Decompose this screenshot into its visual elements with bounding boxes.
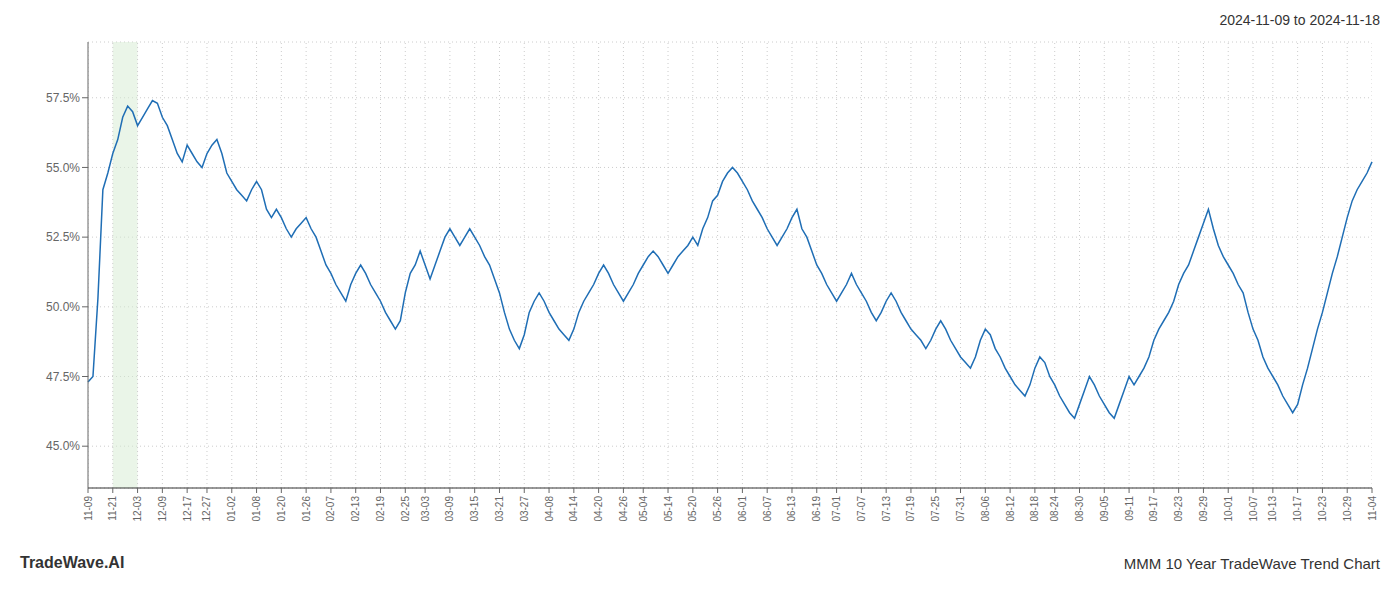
svg-text:04-14: 04-14	[568, 496, 579, 522]
svg-text:07-07: 07-07	[856, 496, 867, 522]
svg-text:01-02: 01-02	[226, 496, 237, 522]
svg-text:07-13: 07-13	[881, 496, 892, 522]
html-text:TradeWave.AI: TradeWave.AI	[20, 554, 125, 571]
svg-text:11-04: 11-04	[1367, 496, 1378, 521]
html-text:2024-11-09 to 2024-11-18: 2024-11-09 to 2024-11-18	[1219, 12, 1380, 28]
svg-text:12-27: 12-27	[201, 496, 212, 522]
svg-text:01-26: 01-26	[301, 496, 312, 522]
svg-text:47.5%: 47.5%	[46, 370, 80, 384]
svg-text:02-07: 02-07	[325, 496, 336, 522]
svg-text:04-20: 04-20	[593, 496, 604, 522]
svg-text:03-09: 03-09	[444, 496, 455, 522]
svg-text:10-01: 10-01	[1223, 496, 1234, 522]
svg-text:10-17: 10-17	[1292, 496, 1303, 522]
svg-text:45.0%: 45.0%	[46, 439, 80, 453]
svg-text:10-13: 10-13	[1267, 496, 1278, 522]
svg-text:03-15: 03-15	[469, 496, 480, 522]
svg-text:12-03: 12-03	[132, 496, 143, 522]
svg-text:05-26: 05-26	[712, 496, 723, 522]
svg-text:05-14: 05-14	[663, 496, 674, 522]
svg-text:09-17: 09-17	[1148, 496, 1159, 522]
svg-text:03-27: 03-27	[519, 496, 530, 522]
svg-text:08-30: 08-30	[1074, 496, 1085, 522]
svg-text:06-13: 06-13	[786, 496, 797, 522]
svg-text:07-25: 07-25	[930, 496, 941, 522]
svg-text:01-20: 01-20	[276, 496, 287, 522]
svg-text:11-09: 11-09	[83, 496, 94, 521]
svg-text:10-29: 10-29	[1342, 496, 1353, 522]
svg-text:09-05: 09-05	[1099, 496, 1110, 522]
svg-text:12-09: 12-09	[157, 496, 168, 522]
svg-text:03-21: 03-21	[494, 496, 505, 522]
svg-text:08-18: 08-18	[1029, 496, 1040, 522]
svg-text:06-07: 06-07	[762, 496, 773, 522]
svg-text:06-19: 06-19	[811, 496, 822, 522]
svg-text:09-11: 09-11	[1124, 496, 1135, 521]
svg-text:07-19: 07-19	[905, 496, 916, 522]
svg-text:10-07: 10-07	[1248, 496, 1259, 522]
svg-text:55.0%: 55.0%	[46, 161, 80, 175]
svg-text:04-26: 04-26	[618, 496, 629, 522]
svg-text:57.5%: 57.5%	[46, 91, 80, 105]
svg-text:08-06: 08-06	[980, 496, 991, 522]
svg-text:05-20: 05-20	[687, 496, 698, 522]
svg-text:11-21: 11-21	[107, 496, 118, 521]
svg-text:07-01: 07-01	[831, 496, 842, 522]
svg-text:04-08: 04-08	[544, 496, 555, 522]
svg-text:05-04: 05-04	[638, 496, 649, 522]
svg-text:50.0%: 50.0%	[46, 300, 80, 314]
svg-text:02-19: 02-19	[375, 496, 386, 522]
svg-text:02-13: 02-13	[350, 496, 361, 522]
svg-text:08-12: 08-12	[1005, 496, 1016, 522]
svg-text:10-23: 10-23	[1317, 496, 1328, 522]
svg-text:03-03: 03-03	[420, 496, 431, 522]
svg-text:08-24: 08-24	[1049, 496, 1060, 522]
svg-text:01-08: 01-08	[251, 496, 262, 522]
svg-text:09-23: 09-23	[1173, 496, 1184, 522]
svg-text:09-29: 09-29	[1198, 496, 1209, 522]
svg-text:07-31: 07-31	[955, 496, 966, 522]
svg-text:52.5%: 52.5%	[46, 230, 80, 244]
svg-text:12-17: 12-17	[182, 496, 193, 522]
svg-text:06-01: 06-01	[737, 496, 748, 522]
html-text:MMM 10 Year TradeWave Trend Ch: MMM 10 Year TradeWave Trend Chart	[1123, 554, 1380, 572]
svg-text:02-25: 02-25	[400, 496, 411, 522]
